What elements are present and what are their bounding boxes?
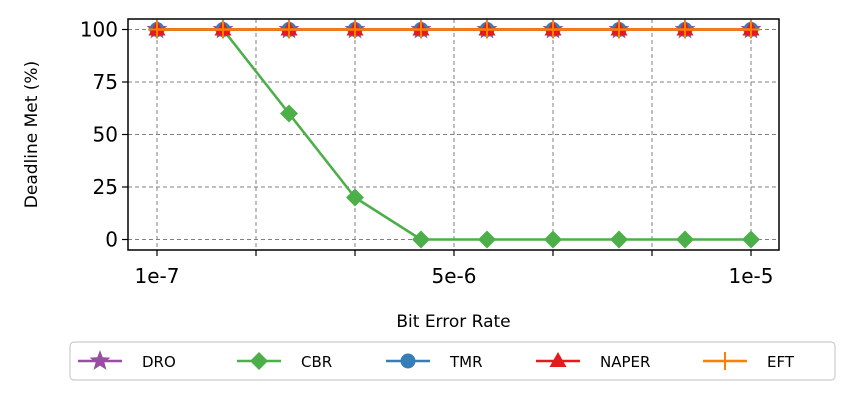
grid-lines (128, 19, 779, 250)
data-point-cbr (346, 188, 364, 207)
data-point-cbr (412, 230, 430, 249)
data-point-eft (610, 20, 628, 39)
x-axis-label: Bit Error Rate (396, 312, 510, 332)
legend-marker-dro (89, 350, 111, 370)
series-eft (148, 20, 760, 39)
x-tick-label: 1e-7 (135, 264, 180, 288)
y-axis-label: Deadline Met (%) (22, 61, 42, 208)
data-point-cbr (676, 230, 694, 249)
legend-entry-tmr: TMR (386, 353, 483, 371)
x-tick-label: 1e-5 (729, 264, 774, 288)
series-line-cbr (157, 28, 751, 241)
data-point-eft (214, 20, 232, 39)
legend-label-tmr: TMR (449, 353, 483, 371)
x-tick-label: 5e-6 (432, 264, 477, 288)
legend-label-dro: DRO (142, 353, 176, 371)
data-point-cbr (280, 104, 298, 123)
legend-marker-tmr (400, 353, 416, 369)
data-point-eft (676, 20, 694, 39)
series-layer (146, 18, 762, 249)
y-tick-label: 50 (93, 123, 118, 147)
data-point-eft (280, 20, 298, 39)
data-point-eft (148, 20, 166, 39)
data-point-eft (412, 20, 430, 39)
y-tick-label: 25 (93, 175, 118, 199)
legend-entry-cbr: CBR (237, 352, 332, 371)
data-point-eft (742, 20, 760, 39)
legend-label-naper: NAPER (600, 353, 650, 371)
data-point-cbr (544, 230, 562, 249)
data-point-eft (478, 20, 496, 39)
legend-marker-cbr (250, 352, 268, 370)
data-point-eft (544, 20, 562, 39)
y-tick-label: 0 (105, 228, 118, 252)
data-point-cbr (610, 230, 628, 249)
data-point-cbr (742, 230, 760, 249)
data-point-eft (346, 20, 364, 39)
legend-label-cbr: CBR (301, 353, 332, 371)
legend-label-eft: EFT (767, 353, 795, 371)
legend-marker-eft (716, 352, 734, 370)
legend-marker-naper (549, 352, 567, 367)
legend-entry-naper: NAPER (536, 352, 650, 371)
y-tick-label: 75 (93, 70, 118, 94)
axes: 1e-7 5e-6 1e-5 0 25 50 75 100 (80, 18, 774, 289)
legend: DRO CBR TMR NAPER EFT (69, 341, 836, 381)
y-tick-label: 100 (80, 18, 118, 42)
legend-entry-eft: EFT (703, 352, 795, 371)
legend-box (69, 341, 836, 381)
legend-entry-dro: DRO (78, 350, 176, 371)
data-point-cbr (478, 230, 496, 249)
